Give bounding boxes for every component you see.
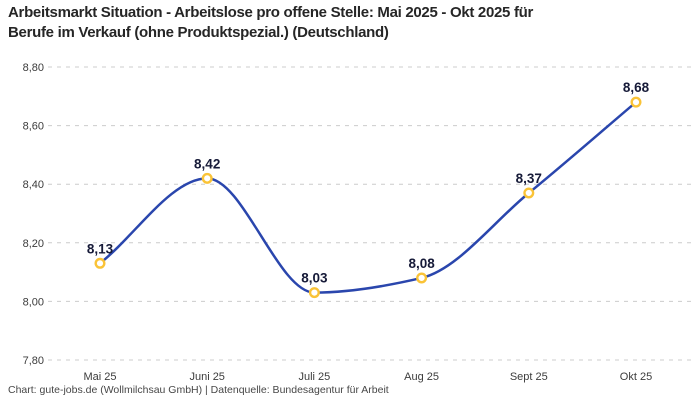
data-point-label: 8,03: [301, 271, 328, 286]
x-tick-label: Juli 25: [299, 371, 331, 383]
y-tick-label: 8,60: [23, 121, 44, 133]
data-point-marker: [94, 257, 106, 269]
chart-title: Arbeitsmarkt Situation - Arbeitslose pro…: [8, 3, 692, 43]
chart-title-line2: Berufe im Verkauf (ohne Produktspezial.)…: [8, 24, 389, 41]
data-point-label: 8,08: [408, 256, 435, 271]
chart-footer: Chart: gute-jobs.de (Wollmilchsau GmbH) …: [8, 384, 389, 396]
y-tick-label: 8,40: [23, 179, 44, 191]
data-point-marker: [630, 96, 642, 108]
data-point-label: 8,13: [87, 241, 114, 256]
data-point-marker: [308, 287, 320, 299]
series-line: [98, 100, 638, 294]
y-tick-label: 8,00: [23, 296, 44, 308]
data-point-label: 8,42: [194, 156, 220, 171]
data-point-marker: [523, 187, 535, 199]
x-tick-label: Sept 25: [510, 371, 548, 383]
x-tick-label: Juni 25: [189, 371, 224, 383]
y-tick-label: 8,20: [23, 238, 44, 250]
data-point-marker: [416, 272, 428, 284]
y-tick-label: 8,80: [23, 62, 44, 74]
data-point-label: 8,68: [623, 80, 650, 95]
x-tick-label: Mai 25: [83, 371, 116, 383]
x-tick-label: Okt 25: [620, 371, 652, 383]
x-tick-label: Aug 25: [404, 371, 439, 383]
data-point-marker: [201, 172, 213, 184]
y-tick-label: 7,80: [23, 355, 44, 367]
chart-title-line1: Arbeitsmarkt Situation - Arbeitslose pro…: [8, 4, 534, 21]
data-point-label: 8,37: [516, 171, 542, 186]
